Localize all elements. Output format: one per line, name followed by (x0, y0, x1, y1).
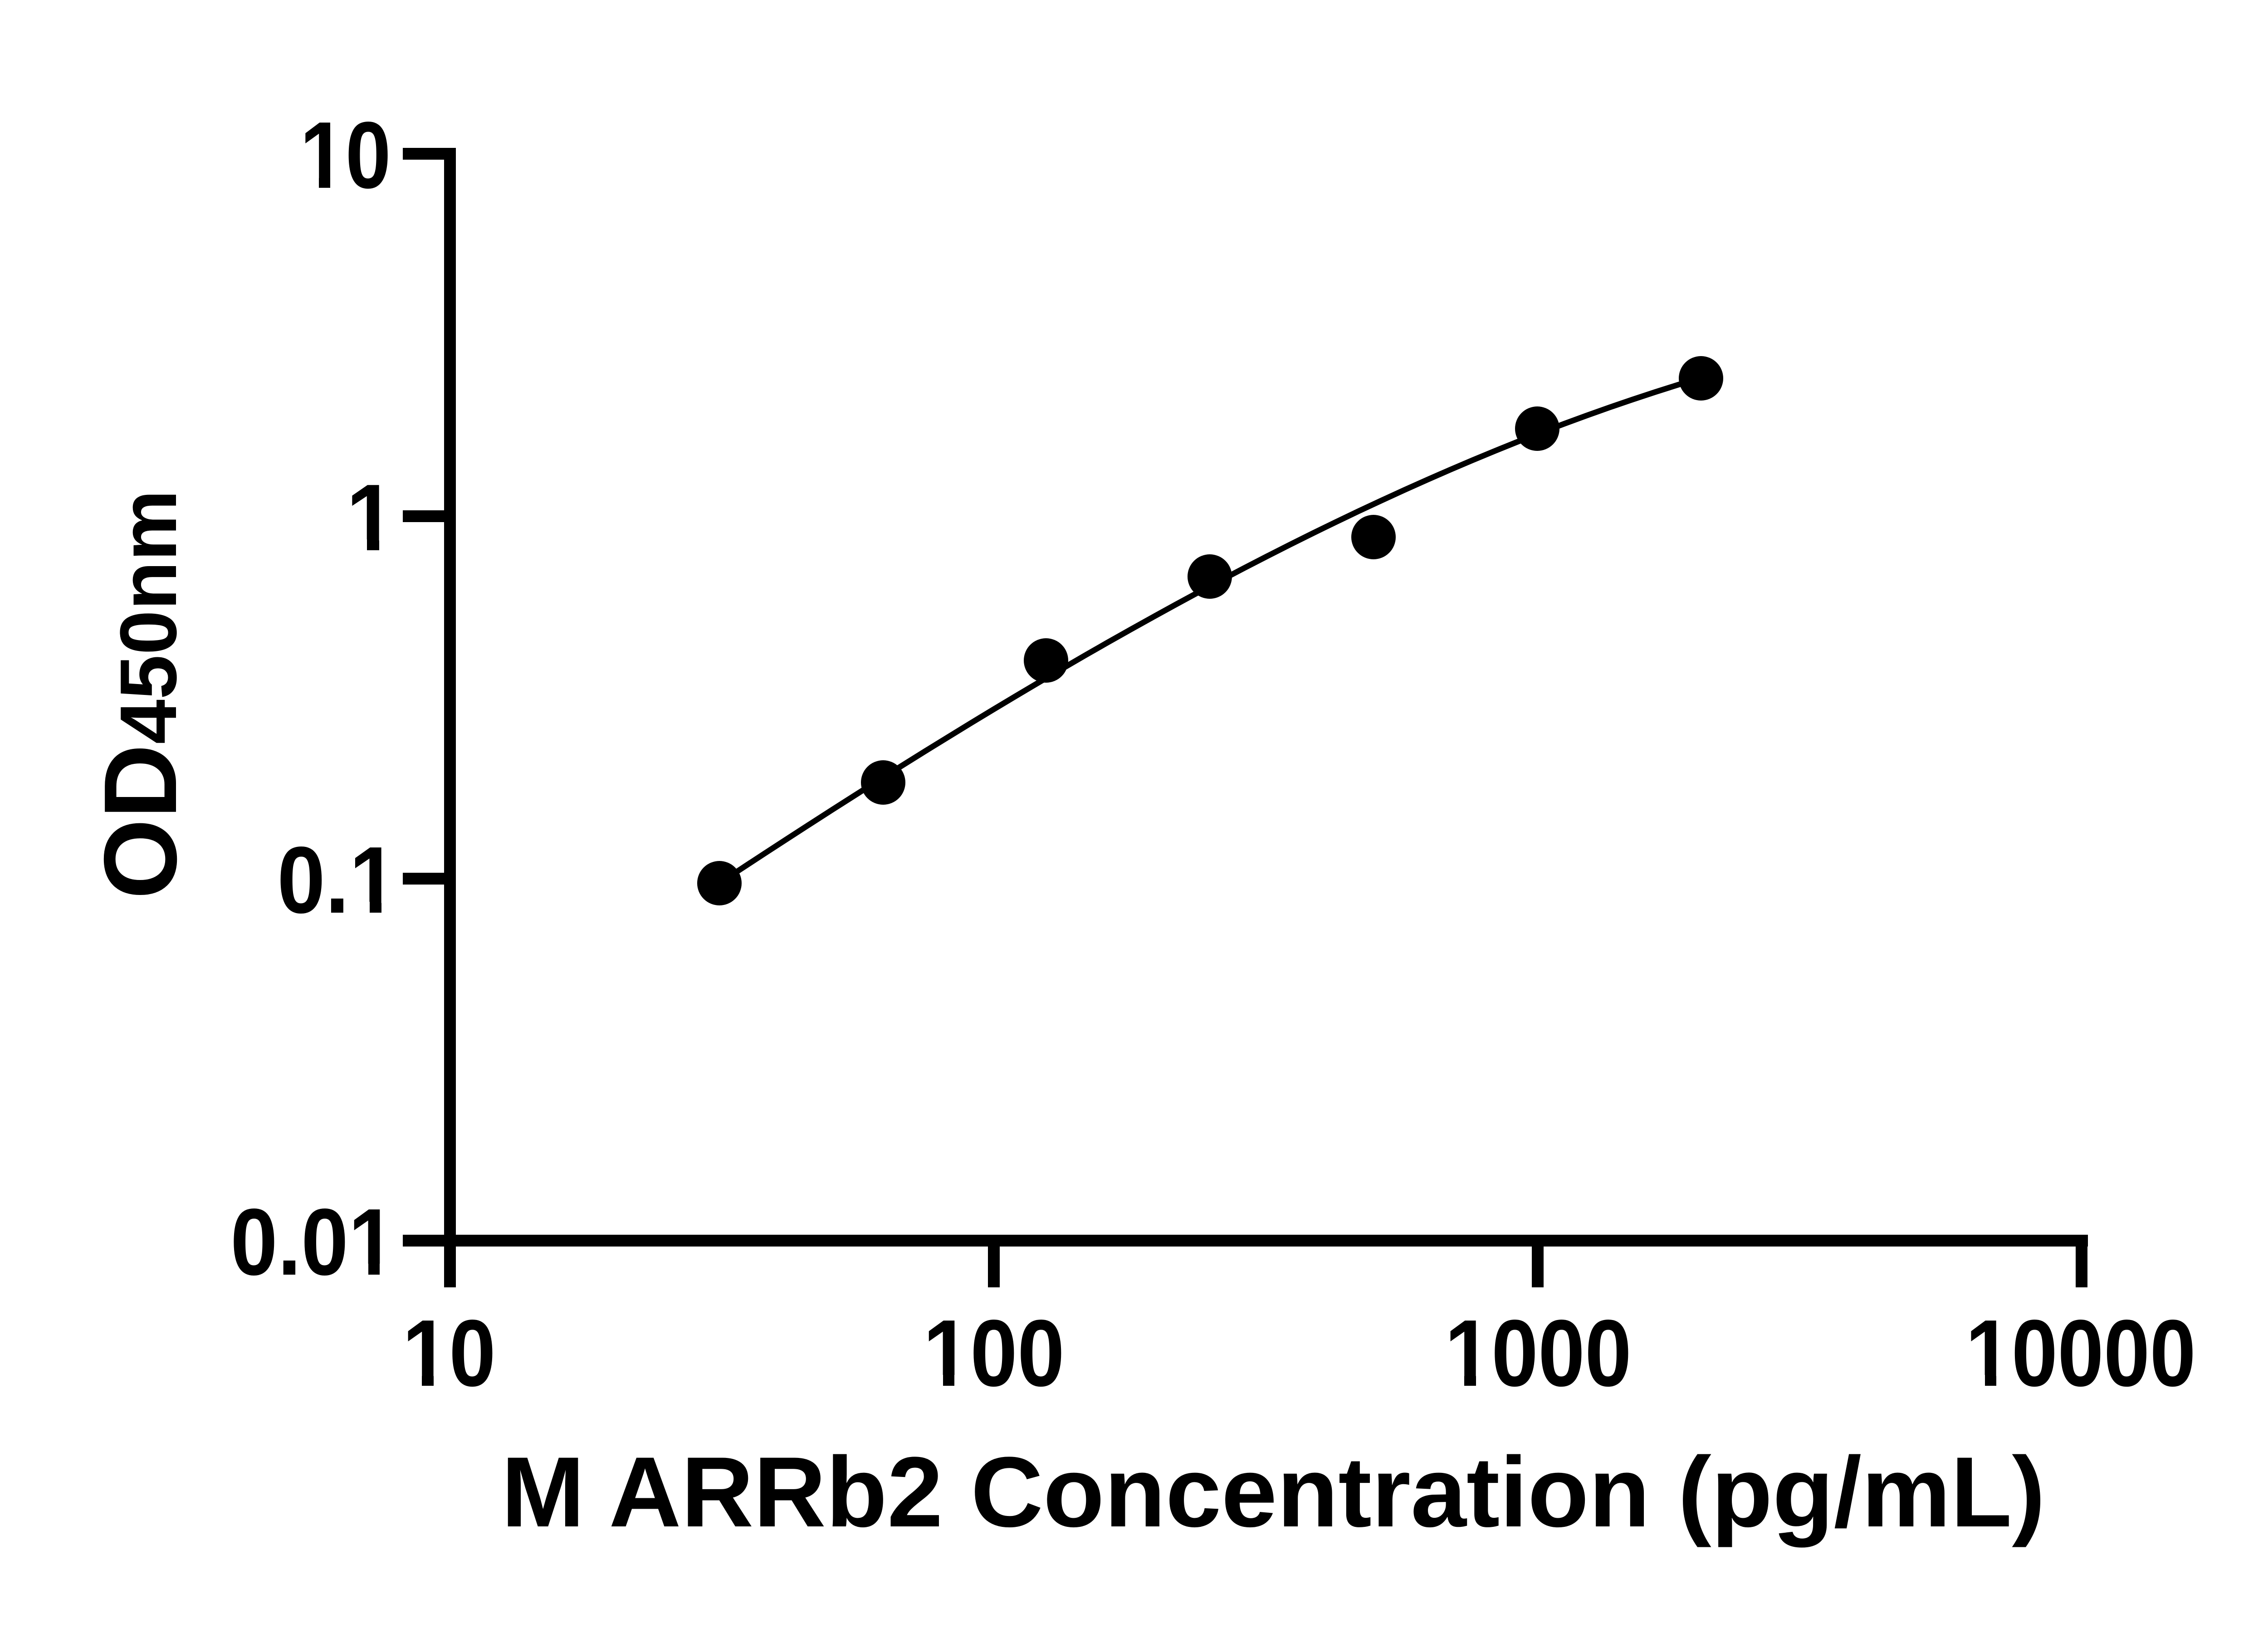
svg-text:0.01: 0.01 (230, 1189, 396, 1295)
svg-text:1: 1 (346, 465, 396, 571)
svg-text:10: 10 (300, 103, 391, 208)
svg-text:OD450nm: OD450nm (83, 490, 198, 900)
svg-text:0.1: 0.1 (277, 827, 397, 933)
svg-text:10: 10 (402, 1301, 496, 1406)
svg-text:1000: 1000 (1445, 1301, 1632, 1406)
svg-text:100: 100 (923, 1301, 1065, 1406)
svg-text:10000: 10000 (1965, 1301, 2196, 1406)
svg-text:M ARRb2 Concentration (pg/mL): M ARRb2 Concentration (pg/mL) (501, 1436, 2045, 1548)
